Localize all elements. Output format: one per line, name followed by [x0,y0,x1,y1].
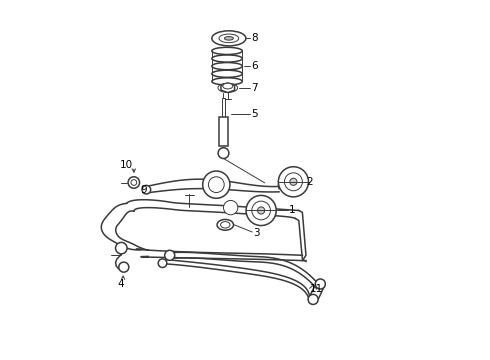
Text: 7: 7 [251,83,258,93]
Circle shape [308,294,318,305]
Circle shape [258,207,265,214]
Circle shape [315,279,325,289]
Text: 11: 11 [310,284,323,294]
Circle shape [119,262,129,272]
Circle shape [116,242,127,254]
Ellipse shape [212,63,243,70]
Ellipse shape [212,78,243,85]
Circle shape [131,180,137,185]
Circle shape [290,178,297,185]
Circle shape [246,195,276,226]
Text: 2: 2 [306,177,313,187]
Circle shape [218,148,229,158]
Bar [219,117,228,146]
Circle shape [285,173,302,191]
Ellipse shape [220,222,230,228]
Ellipse shape [218,83,238,93]
Text: 4: 4 [118,279,124,289]
Bar [222,98,225,122]
Circle shape [158,259,167,267]
Circle shape [208,177,224,193]
Text: 6: 6 [251,61,258,71]
Polygon shape [221,83,235,93]
Ellipse shape [212,31,246,46]
Text: 10: 10 [120,159,133,170]
Ellipse shape [223,83,233,89]
Text: 8: 8 [251,33,258,43]
Circle shape [142,185,151,194]
Circle shape [252,201,270,220]
Text: 3: 3 [253,228,260,238]
Ellipse shape [224,37,233,40]
Ellipse shape [217,220,234,230]
Ellipse shape [212,70,243,77]
Circle shape [128,177,140,188]
Circle shape [165,250,175,260]
Ellipse shape [212,47,243,54]
Circle shape [203,171,230,198]
Circle shape [223,201,238,215]
Text: 1: 1 [289,206,296,216]
Ellipse shape [219,34,239,42]
Circle shape [278,167,309,197]
Text: 9: 9 [140,185,147,195]
Text: 5: 5 [251,109,258,119]
Ellipse shape [212,55,243,62]
